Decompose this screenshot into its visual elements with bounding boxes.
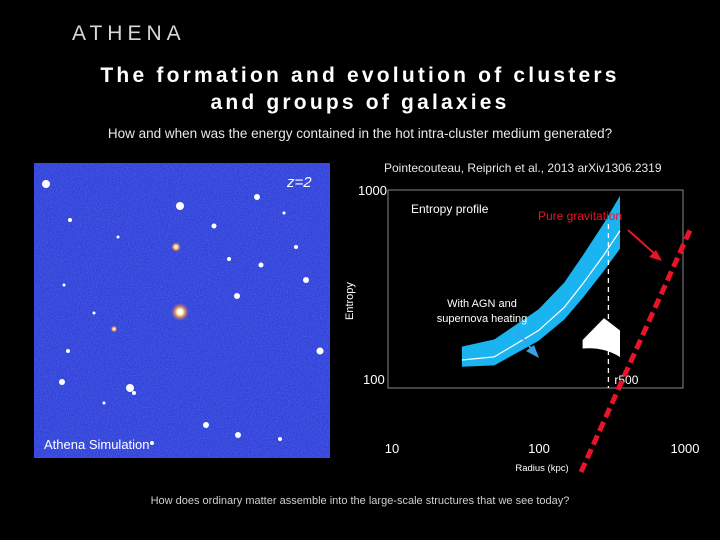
title-line-2: and groups of galaxies [210,91,510,114]
annotation-pure-gravitation: Pure gravitation [538,209,622,223]
x-tick-100: 100 [528,441,550,456]
annotation-agn-1: With AGN and [447,298,517,310]
entropy-chart: r500 Entropy profile Pure gravitation Wi… [344,183,700,474]
title-line-1: The formation and evolution of clusters [100,64,620,87]
plot-area [387,189,684,389]
chart-title: Entropy profile [411,202,489,216]
simulation-caption: Athena Simulation [44,437,150,452]
band-layer [461,195,621,367]
x-tick-1000: 1000 [671,441,700,456]
gravity-arrow [627,229,657,256]
citation: Pointecouteau, Reiprich et al., 2013 arX… [384,161,662,175]
small-group-glow [110,325,118,333]
redshift-label: z=2 [287,174,312,191]
slide-subtitle: How and when was the energy contained in… [107,126,613,141]
annotation-agn-2: supernova heating [437,313,528,325]
simulation-image [34,163,330,458]
y-tick-1000: 1000 [358,183,387,198]
bottom-question: How does ordinary matter assemble into t… [150,495,570,507]
entropy-lower-band [582,318,620,358]
entropy-profile-line [461,230,621,361]
group-glow [171,242,181,252]
brand-logo-text: ATHENA [72,22,186,45]
agn-arrow-head [526,345,539,358]
gravity-arrow-head [649,250,662,261]
simulation-stars [42,180,324,445]
x-axis-label: Radius (kpc) [515,463,568,474]
y-tick-100: 100 [363,372,385,387]
cluster-core [177,309,183,315]
y-axis-label: Entropy [344,282,356,320]
entropy-band [461,195,620,367]
slide-title: The formation and evolution of clusters … [0,62,720,116]
x-tick-10: 10 [385,441,399,456]
